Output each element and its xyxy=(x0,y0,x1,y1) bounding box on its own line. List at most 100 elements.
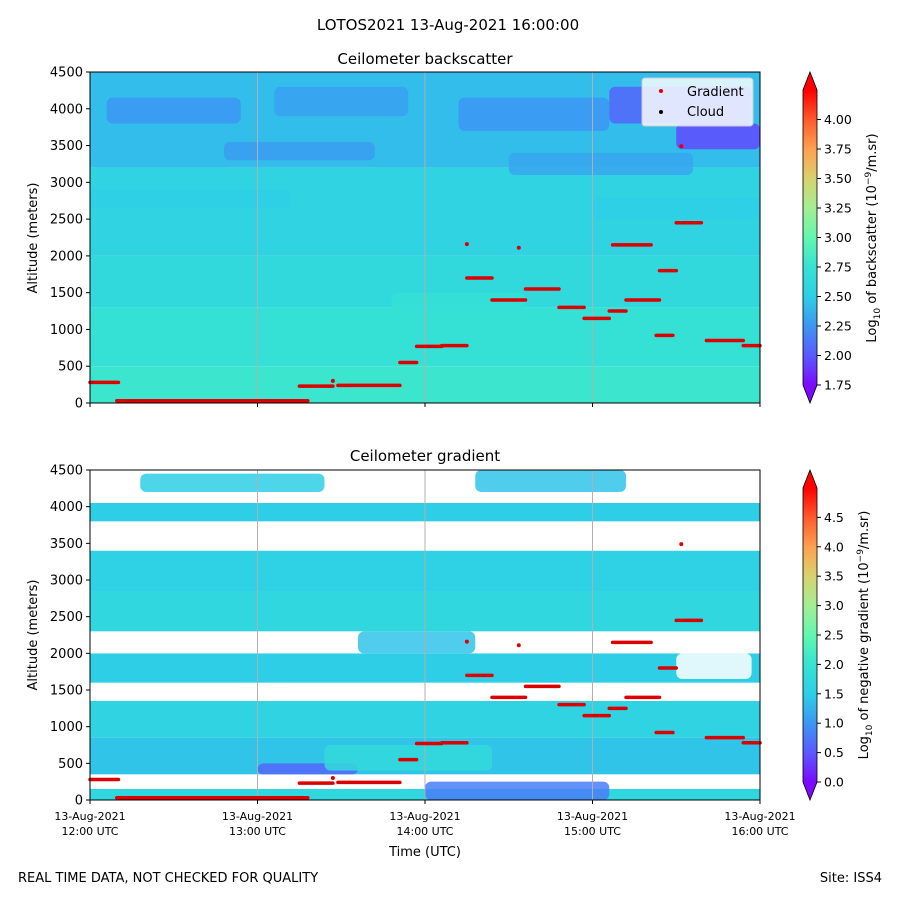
colorbar-tick-label: 3.50 xyxy=(824,171,852,186)
y-axis-gradient: 0 500 1000 1500 2000 2500 3000 3500 4000 4500 xyxy=(50,464,90,809)
colorbar-tick-label: 2.5 xyxy=(824,628,844,643)
colorbar-tick-label: 0.0 xyxy=(824,775,844,790)
colorbar-tick-label: 1.75 xyxy=(824,378,852,393)
colorbar-frame xyxy=(802,70,818,405)
colorbar-tick-label: 1.5 xyxy=(824,686,844,701)
y-tick-label: 1000 xyxy=(50,720,83,735)
y-tick-label: 4500 xyxy=(50,464,83,479)
y-tick-label: 2500 xyxy=(50,610,83,625)
field-patch xyxy=(508,152,693,175)
panel-title-backscatter: Ceilometer backscatter xyxy=(337,50,513,68)
colorbar-extend-max xyxy=(803,72,817,90)
figure-title: LOTOS2021 13-Aug-2021 16:00:00 xyxy=(317,16,579,34)
colorbar-tick-label: 4.0 xyxy=(824,539,844,554)
colorbar-tick-label: 4.5 xyxy=(824,510,844,525)
gradient-point xyxy=(330,378,335,383)
x-axis-backscatter xyxy=(89,403,761,407)
colorbar-tick-label: 4.00 xyxy=(824,112,852,127)
x-tick-label: 16:00 UTC xyxy=(731,825,788,838)
y-tick-label: 3500 xyxy=(50,537,83,552)
field-patch xyxy=(475,470,626,492)
field-patch xyxy=(224,141,375,161)
y-tick-label: 0 xyxy=(75,397,83,412)
y-tick-label: 4500 xyxy=(50,66,83,81)
colorbar-extend-min xyxy=(803,385,817,403)
y-tick-label: 3500 xyxy=(50,139,83,154)
x-label-gradient: Time (UTC) xyxy=(388,845,461,860)
legend-gradient-label: Gradient xyxy=(687,85,744,100)
panel-backscatter: Ceilometer backscatter 0 500 1000 1500 2000 2… xyxy=(26,50,883,412)
x-tick-label: 13-Aug-2021 xyxy=(389,810,460,823)
x-tick-label: 14:00 UTC xyxy=(396,825,453,838)
colorbar-gradient: 0.0 0.5 1.0 1.5 2.0 2.5 3.0 3.5 4.0 4.5 xyxy=(802,468,844,802)
colorbar-extend-min xyxy=(803,782,817,800)
y-tick-label: 500 xyxy=(58,360,83,375)
colorbar-body xyxy=(803,90,817,385)
field-patch xyxy=(140,473,325,492)
colorbar-tick-label: 2.00 xyxy=(824,348,852,363)
x-tick-label: 15:00 UTC xyxy=(564,825,621,838)
field-patch xyxy=(391,292,526,312)
y-tick-label: 1500 xyxy=(50,684,83,699)
colorbar-body xyxy=(803,488,817,782)
field-patch xyxy=(358,631,476,654)
legend: Gradient Cloud xyxy=(641,77,754,127)
y-tick-label: 3000 xyxy=(50,176,83,191)
x-tick-label: 12:00 UTC xyxy=(61,825,118,838)
colorbar-extend-max xyxy=(803,470,817,488)
plot-area-gradient xyxy=(88,469,762,801)
y-tick-label: 2000 xyxy=(50,249,83,264)
y-tick-label: 2500 xyxy=(50,213,83,228)
field-patch xyxy=(324,745,492,771)
colorbar-tick-label: 3.5 xyxy=(824,569,844,584)
footer-quality-note: REAL TIME DATA, NOT CHECKED FOR QUALITY xyxy=(18,871,318,886)
colorbar-tick-label: 2.0 xyxy=(824,657,844,672)
field-patch xyxy=(676,653,752,679)
y-tick-label: 2000 xyxy=(50,647,83,662)
y-tick-label: 500 xyxy=(58,757,83,772)
x-tick-label: 13-Aug-2021 xyxy=(557,810,628,823)
colorbar-tick-label: 3.0 xyxy=(824,598,844,613)
legend-box xyxy=(641,77,754,127)
field-patch xyxy=(90,189,291,209)
x-tick-label: 13-Aug-2021 xyxy=(724,810,795,823)
field-patch xyxy=(676,123,760,150)
legend-cloud-marker xyxy=(659,110,663,114)
colorbar-tick-label: 2.25 xyxy=(824,319,852,334)
panel-title-gradient: Ceilometer gradient xyxy=(350,447,500,465)
field-patch xyxy=(274,86,409,117)
y-tick-label: 0 xyxy=(75,794,83,809)
colorbar-frame xyxy=(802,468,818,802)
legend-cloud-label: Cloud xyxy=(687,105,724,120)
colorbar-backscatter: 1.75 2.00 2.25 2.50 2.75 3.00 3.25 3.50 3.75 4.00 xyxy=(802,70,852,405)
field-patch xyxy=(425,781,610,800)
footer-site: Site: ISS4 xyxy=(820,871,882,886)
colorbar-tick-label: 1.0 xyxy=(824,716,844,731)
panel-gradient: Ceilometer gradient 0 500 1000 1500 2000 2500… xyxy=(26,447,875,860)
colorbar-tick-label: 3.00 xyxy=(824,230,852,245)
colorbar-tick-label: 3.25 xyxy=(824,201,852,216)
colorbar-label-backscatter: Log10 of backscatter (10−9/m.sr) xyxy=(864,133,883,342)
y-tick-label: 1000 xyxy=(50,323,83,338)
x-tick-label: 13-Aug-2021 xyxy=(54,810,125,823)
colorbar-tick-label: 0.5 xyxy=(824,745,844,760)
y-tick-label: 4000 xyxy=(50,500,83,515)
y-label-backscatter: Altitude (meters) xyxy=(26,183,41,294)
y-tick-label: 1500 xyxy=(50,286,83,301)
gradient-point xyxy=(516,643,521,648)
gradient-point xyxy=(679,542,684,547)
field-patch xyxy=(592,197,760,220)
x-tick-label: 13:00 UTC xyxy=(229,825,286,838)
y-tick-label: 3000 xyxy=(50,574,83,589)
gradient-point xyxy=(330,776,335,780)
colorbar-tick-label: 2.75 xyxy=(824,260,852,275)
x-axis-gradient: 13-Aug-2021 12:00 UTC 13-Aug-2021 13:00 UTC… xyxy=(54,800,796,838)
y-label-gradient: Altitude (meters) xyxy=(26,580,41,691)
field-patch xyxy=(106,97,241,124)
legend-gradient-marker xyxy=(659,89,663,93)
gradient-point xyxy=(464,639,469,644)
colorbar-tick-label: 3.75 xyxy=(824,142,852,157)
x-tick-label: 13-Aug-2021 xyxy=(222,810,293,823)
colorbar-label-gradient: Log10 of negative gradient (10−9/m.sr) xyxy=(856,511,875,760)
